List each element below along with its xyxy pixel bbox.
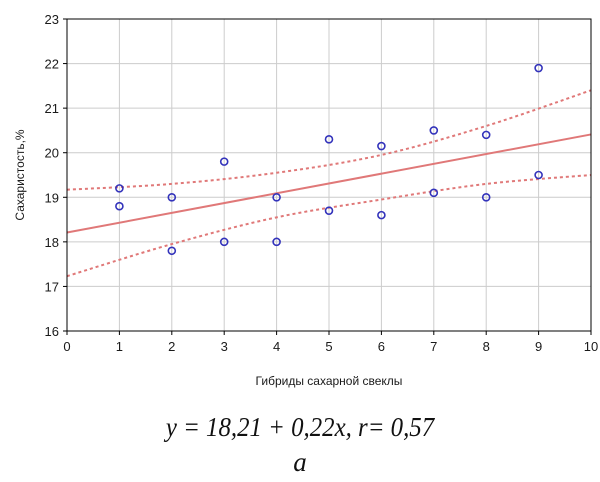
regression-fit-line bbox=[66, 133, 592, 234]
panel-label: a bbox=[293, 447, 307, 477]
x-tick-label: 0 bbox=[63, 339, 70, 354]
y-tick-labels: 16 17 18 19 20 21 22 23 bbox=[45, 12, 67, 339]
x-tick-label: 4 bbox=[273, 339, 280, 354]
x-tick-label: 3 bbox=[221, 339, 228, 354]
y-axis-label: Сахаристость,% bbox=[13, 129, 27, 221]
x-tick-label: 8 bbox=[483, 339, 490, 354]
data-point bbox=[272, 192, 281, 202]
data-point bbox=[167, 246, 177, 256]
data-point bbox=[377, 141, 386, 151]
y-tick-label: 18 bbox=[45, 235, 59, 250]
x-tick-label: 7 bbox=[430, 339, 437, 354]
data-point bbox=[219, 157, 229, 166]
x-tick-label: 2 bbox=[168, 339, 175, 354]
data-point bbox=[429, 188, 439, 198]
y-tick-label: 20 bbox=[45, 146, 59, 161]
y-tick-label: 17 bbox=[45, 279, 59, 294]
grid-lines bbox=[66, 18, 592, 332]
x-tick-label: 10 bbox=[584, 339, 598, 354]
y-tick-label: 23 bbox=[45, 12, 59, 27]
y-tick-label: 19 bbox=[45, 190, 59, 205]
data-point bbox=[429, 126, 439, 135]
data-point bbox=[272, 237, 281, 247]
data-point bbox=[481, 192, 491, 202]
data-point bbox=[324, 206, 334, 215]
y-tick-label: 21 bbox=[45, 101, 59, 116]
regression-line bbox=[66, 133, 592, 234]
data-point bbox=[377, 210, 386, 220]
data-point bbox=[481, 130, 491, 140]
data-points bbox=[115, 63, 543, 256]
data-point bbox=[324, 135, 334, 144]
data-point bbox=[534, 170, 543, 180]
data-point bbox=[534, 63, 543, 73]
regression-equation: y = 18,21 + 0,22x, r= 0,57 bbox=[165, 412, 435, 442]
x-tick-label: 1 bbox=[116, 339, 123, 354]
x-tick-labels: 0 1 2 3 4 5 6 7 8 9 10 bbox=[63, 331, 598, 354]
x-axis-label: Гибриды сахарной свеклы bbox=[256, 374, 403, 388]
y-tick-label: 16 bbox=[45, 324, 59, 339]
data-point bbox=[219, 237, 229, 247]
data-point bbox=[167, 192, 177, 202]
y-tick-label: 22 bbox=[45, 57, 59, 72]
x-tick-label: 6 bbox=[378, 339, 385, 354]
x-tick-label: 9 bbox=[535, 339, 542, 354]
data-point bbox=[115, 184, 124, 193]
x-tick-label: 5 bbox=[325, 339, 332, 354]
data-point bbox=[115, 201, 124, 211]
